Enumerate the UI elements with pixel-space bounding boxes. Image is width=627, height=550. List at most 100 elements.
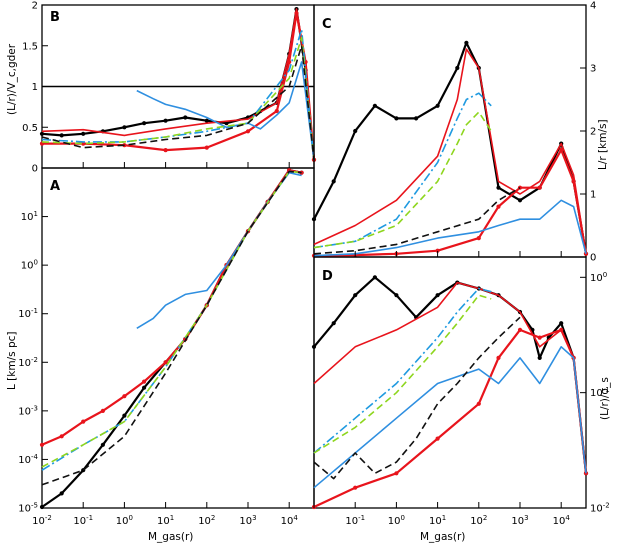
point-red-dots-c-6 (517, 185, 523, 190)
point-red-dots-d-4 (476, 401, 481, 406)
panel-A-ylabel: L [km/s pc] (6, 332, 18, 390)
point-black-dots-c-10 (496, 185, 501, 190)
ytick-label-d-2: 100 (590, 271, 607, 284)
point-black-dots-a-3 (100, 442, 105, 447)
ytick-label-a-1: 10-4 (18, 453, 38, 466)
point-black-dots-d-12 (537, 355, 542, 360)
series-blue-solid-d (313, 346, 587, 489)
point-black-dots-b-6 (163, 118, 168, 123)
panel-B-plot: 0 0.5 1 1.5 2 (22, 1, 317, 175)
ytick-label-c-2: 2 (590, 127, 596, 138)
point-black-dots-c-4 (394, 116, 399, 121)
ytick-label-a-6: 101 (21, 210, 38, 223)
point-red-dots-b-5 (245, 129, 251, 134)
point-black-dots-d-2 (353, 293, 358, 298)
xtick-label-a-1: 10-1 (73, 514, 93, 527)
point-black-dots-b-0 (39, 131, 45, 136)
xtick-label-a-3: 101 (157, 514, 174, 527)
xtick-label-a-4: 102 (198, 514, 215, 527)
point-black-dots-c-6 (435, 103, 440, 108)
point-black-dots-c-0 (311, 217, 317, 222)
point-red-dots-a-4 (122, 394, 127, 399)
point-red-dots-b-4 (204, 145, 209, 150)
panel-D-xlabel: M_gas(r) (420, 531, 465, 543)
point-red-dots-b-6 (274, 108, 279, 114)
xtick-label-a-6: 104 (281, 514, 299, 527)
ytick-label-b-3: 1.5 (22, 41, 38, 52)
point-black-dots-a-4 (122, 413, 127, 418)
ytick-label-b-1: 0.5 (22, 123, 38, 134)
point-red-dots-a-6 (163, 360, 168, 365)
ytick-label-b-2: 1 (32, 82, 38, 93)
panel-A-frame (41, 167, 315, 509)
panel-A: A L [km/s pc] M_gas(r) 10-5 10-4 10-3 10-2 1… (6, 167, 315, 543)
ytick-label-c-0: 0 (590, 253, 596, 264)
point-red-dots-a-3 (100, 408, 105, 413)
point-red-dots-d-6 (517, 327, 523, 332)
panel-D-letter: D (322, 269, 333, 284)
series-green-dash-d (313, 294, 492, 454)
xtick-label-d-3: 102 (470, 514, 487, 527)
ytick-label-a-5: 100 (21, 259, 38, 272)
series-blue-solid-c (313, 199, 587, 257)
point-black-dots-c-1 (331, 179, 336, 184)
panel-B-ylabel: (L/r)/V_c,gder (6, 43, 18, 115)
xtick-label-d-2: 101 (429, 514, 446, 527)
ytick-label-b-4: 2 (32, 1, 38, 12)
point-black-dots-c-7 (455, 65, 460, 71)
point-black-dots-c-3 (372, 103, 377, 108)
ytick-label-c-3: 3 (590, 64, 596, 75)
panel-C: C L/r [km/s] 0 1 2 3 4 (311, 1, 609, 264)
series-cyan-dashdot-a (41, 170, 302, 471)
series-red-solid-d (313, 281, 587, 474)
xtick-label-a-0: 10-2 (32, 514, 52, 527)
point-red-dots-d-8 (559, 327, 564, 332)
point-black-dots-b-7 (183, 115, 188, 120)
series-red-dots-a (41, 169, 302, 446)
xtick-label-d-0: 10-1 (345, 514, 365, 527)
point-red-dots-d-7 (537, 335, 542, 340)
panel-C-letter: C (322, 17, 332, 32)
point-black-dots-b-5 (142, 121, 147, 126)
point-black-dots-d-4 (394, 293, 399, 298)
series-black-dots-b (41, 8, 316, 160)
series-blue-solid-b (136, 61, 315, 160)
ytick-label-c-1: 1 (590, 190, 596, 201)
point-red-dots-b-7 (287, 59, 292, 65)
series-black-dash-c (313, 187, 521, 255)
point-black-dots-d-3 (372, 275, 377, 280)
point-black-dots-d-6 (435, 293, 440, 298)
panel-A-plot: 10-5 10-4 10-3 10-2 10-1 100 101 10-2 10-1 100 101… (18, 168, 304, 527)
series-red-solid-b (41, 8, 315, 160)
point-red-dots-c-7 (537, 185, 542, 190)
panel-B-letter: B (50, 10, 60, 25)
point-red-dots-d-2 (394, 471, 399, 476)
point-red-dots-c-4 (476, 236, 481, 241)
point-black-dots-d-0 (311, 344, 317, 349)
ytick-label-a-4: 10-1 (18, 307, 38, 320)
ytick-label-a-0: 10-5 (18, 502, 38, 515)
xtick-label-a-5: 103 (239, 514, 256, 527)
point-black-dots-b-2 (81, 131, 86, 136)
series-blue-solid-a (136, 171, 302, 329)
series-black-dash-d (313, 316, 521, 480)
ytick-label-a-2: 10-3 (18, 404, 38, 417)
point-black-dots-c-11 (517, 198, 523, 203)
xtick-label-d-1: 100 (388, 514, 405, 527)
point-red-dots-c-3 (435, 248, 440, 253)
point-black-dots-d-14 (559, 321, 564, 326)
point-red-dots-d-5 (496, 355, 501, 360)
series-black-dash-a (41, 170, 302, 486)
panel-A-xlabel: M_gas(r) (148, 531, 193, 543)
point-black-dots-b-9 (224, 121, 229, 126)
series-green-dash-a (41, 170, 302, 468)
point-red-dots-c-5 (496, 204, 501, 209)
point-black-dots-b-1 (59, 133, 64, 138)
point-red-dots-d-1 (353, 485, 358, 490)
point-black-dots-c-8 (464, 40, 469, 45)
point-red-dots-c-8 (559, 147, 564, 152)
ytick-label-d-0: 10-2 (590, 502, 610, 515)
panel-A-letter: A (50, 179, 60, 194)
